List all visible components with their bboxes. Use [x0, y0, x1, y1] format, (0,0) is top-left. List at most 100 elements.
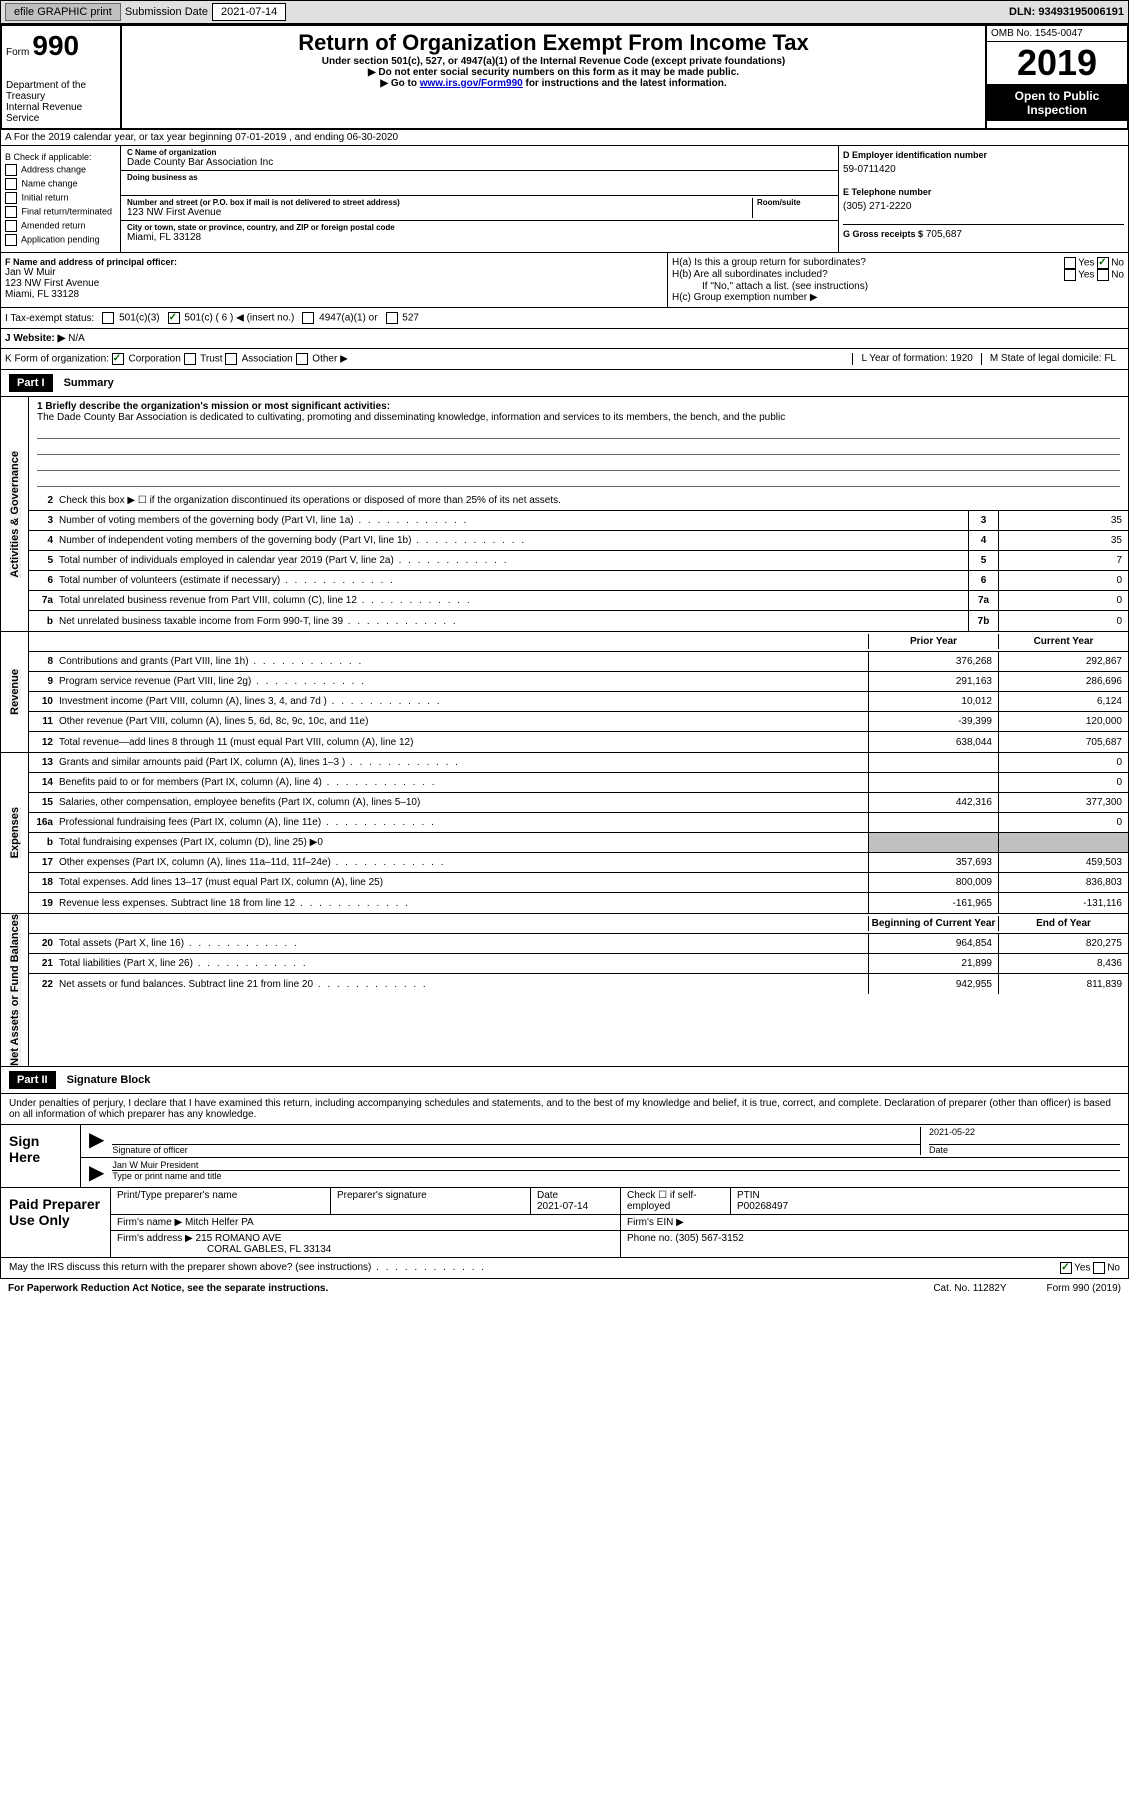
line-5-desc: Total number of individuals employed in …	[59, 553, 968, 568]
c-name-label: C Name of organization	[127, 148, 832, 157]
ein-label: Firm's EIN ▶	[621, 1215, 1128, 1230]
line-13-prior	[868, 753, 998, 772]
other-label: Other ▶	[312, 354, 347, 365]
addr-change-checkbox[interactable]	[5, 164, 17, 176]
revenue-label: Revenue	[9, 669, 21, 715]
line-15-curr: 377,300	[998, 793, 1128, 812]
line-22-desc: Net assets or fund balances. Subtract li…	[59, 977, 868, 992]
irs-link[interactable]: www.irs.gov/Form990	[420, 78, 523, 89]
line-7b-desc: Net unrelated business taxable income fr…	[59, 614, 968, 629]
line-8-desc: Contributions and grants (Part VIII, lin…	[59, 654, 868, 669]
k-row: K Form of organization: Corporation Trus…	[0, 349, 1129, 370]
website-row: J Website: ▶ N/A	[0, 329, 1129, 349]
name-change-checkbox[interactable]	[5, 178, 17, 190]
line-18-prior: 800,009	[868, 873, 998, 892]
line-14-curr: 0	[998, 773, 1128, 792]
line-12-prior: 638,044	[868, 732, 998, 752]
public-2: Inspection	[991, 103, 1123, 117]
line-6-desc: Total number of volunteers (estimate if …	[59, 573, 968, 588]
line-11-prior: -39,399	[868, 712, 998, 731]
line-16a-desc: Professional fundraising fees (Part IX, …	[59, 815, 868, 830]
amended-checkbox[interactable]	[5, 220, 17, 232]
trust-checkbox[interactable]	[184, 353, 196, 365]
amended-label: Amended return	[21, 220, 86, 230]
sign-here-label: Sign Here	[1, 1125, 81, 1187]
form-title: Return of Organization Exempt From Incom…	[126, 30, 981, 56]
hb-no-checkbox[interactable]	[1097, 269, 1109, 281]
boy-header: Beginning of Current Year	[868, 916, 998, 931]
section-f-h: F Name and address of principal officer:…	[0, 253, 1129, 308]
ha-yes-checkbox[interactable]	[1064, 257, 1076, 269]
line-3-desc: Number of voting members of the governin…	[59, 513, 968, 528]
form-label: Form	[6, 47, 29, 58]
line-21-desc: Total liabilities (Part X, line 26)	[59, 956, 868, 971]
line-12-curr: 705,687	[998, 732, 1128, 752]
trust-label: Trust	[200, 354, 222, 365]
telephone: (305) 271-2220	[843, 201, 1124, 212]
line-9-curr: 286,696	[998, 672, 1128, 691]
form-ref: Form 990 (2019)	[1047, 1283, 1121, 1294]
hc-label: H(c) Group exemption number ▶	[672, 292, 1124, 303]
website-value: N/A	[68, 333, 85, 344]
part2-title: Signature Block	[67, 1074, 151, 1086]
line-16a-curr: 0	[998, 813, 1128, 832]
firm-phone: (305) 567-3152	[675, 1233, 743, 1244]
tax-year: 2019	[987, 42, 1127, 85]
mission-label: 1 Briefly describe the organization's mi…	[37, 401, 1120, 412]
hb-yes-checkbox[interactable]	[1064, 269, 1076, 281]
city-label: City or town, state or province, country…	[127, 223, 832, 232]
initial-checkbox[interactable]	[5, 192, 17, 204]
line-a: A For the 2019 calendar year, or tax yea…	[0, 130, 1129, 146]
part2-header: Part II	[9, 1071, 56, 1089]
mission-text: The Dade County Bar Association is dedic…	[37, 412, 1120, 423]
prep-date: 2021-07-14	[537, 1201, 588, 1212]
other-checkbox[interactable]	[296, 353, 308, 365]
501c3-checkbox[interactable]	[102, 312, 114, 324]
501c-checkbox[interactable]	[168, 312, 180, 324]
efile-button[interactable]: efile GRAPHIC print	[5, 3, 121, 21]
discuss-no-checkbox[interactable]	[1093, 1262, 1105, 1274]
line-20-prior: 964,854	[868, 934, 998, 953]
form-header: Form 990 Department of the Treasury Inte…	[0, 24, 1129, 130]
line-10-desc: Investment income (Part VIII, column (A)…	[59, 694, 868, 709]
dept-irs: Internal Revenue Service	[6, 102, 116, 124]
ha-no-checkbox[interactable]	[1097, 257, 1109, 269]
line-22-prior: 942,955	[868, 974, 998, 994]
e-label: E Telephone number	[843, 187, 1124, 197]
discuss-yes-checkbox[interactable]	[1060, 1262, 1072, 1274]
paid-preparer-label: Paid Preparer Use Only	[1, 1188, 111, 1257]
omb-number: OMB No. 1545-0047	[987, 26, 1127, 42]
ptin: P00268497	[737, 1201, 788, 1212]
sig-date: 2021-05-22	[929, 1127, 1120, 1145]
line-17-curr: 459,503	[998, 853, 1128, 872]
arrow-icon-2: ▶	[89, 1160, 104, 1185]
city-state-zip: Miami, FL 33128	[127, 232, 832, 243]
527-checkbox[interactable]	[386, 312, 398, 324]
firm-name: Mitch Helfer PA	[185, 1217, 254, 1228]
submission-date: 2021-07-14	[212, 3, 286, 21]
line-10-prior: 10,012	[868, 692, 998, 711]
corp-checkbox[interactable]	[112, 353, 124, 365]
firm-addr-label: Firm's address ▶	[117, 1233, 193, 1244]
pending-checkbox[interactable]	[5, 234, 17, 246]
4947-checkbox[interactable]	[302, 312, 314, 324]
line-11-desc: Other revenue (Part VIII, column (A), li…	[59, 714, 868, 729]
insert-no: ◀ (insert no.)	[233, 313, 294, 324]
tax-status-row: I Tax-exempt status: 501(c)(3) 501(c) ( …	[0, 308, 1129, 329]
m-label: M State of legal domicile:	[990, 353, 1102, 364]
no-label: No	[1107, 1262, 1120, 1273]
subtitle-1: Under section 501(c), 527, or 4947(a)(1)…	[126, 56, 981, 67]
line-16b-prior	[868, 833, 998, 852]
ein: 59-0711420	[843, 164, 1124, 175]
public-1: Open to Public	[991, 89, 1123, 103]
line-15-prior: 442,316	[868, 793, 998, 812]
assoc-checkbox[interactable]	[225, 353, 237, 365]
final-checkbox[interactable]	[5, 206, 17, 218]
line-18-desc: Total expenses. Add lines 13–17 (must eq…	[59, 875, 868, 890]
current-year-header: Current Year	[998, 634, 1128, 649]
subtitle-2: ▶ Do not enter social security numbers o…	[126, 67, 981, 78]
line-19-desc: Revenue less expenses. Subtract line 18 …	[59, 896, 868, 911]
line-14-prior	[868, 773, 998, 792]
line-18-curr: 836,803	[998, 873, 1128, 892]
f-label: F Name and address of principal officer:	[5, 257, 663, 267]
